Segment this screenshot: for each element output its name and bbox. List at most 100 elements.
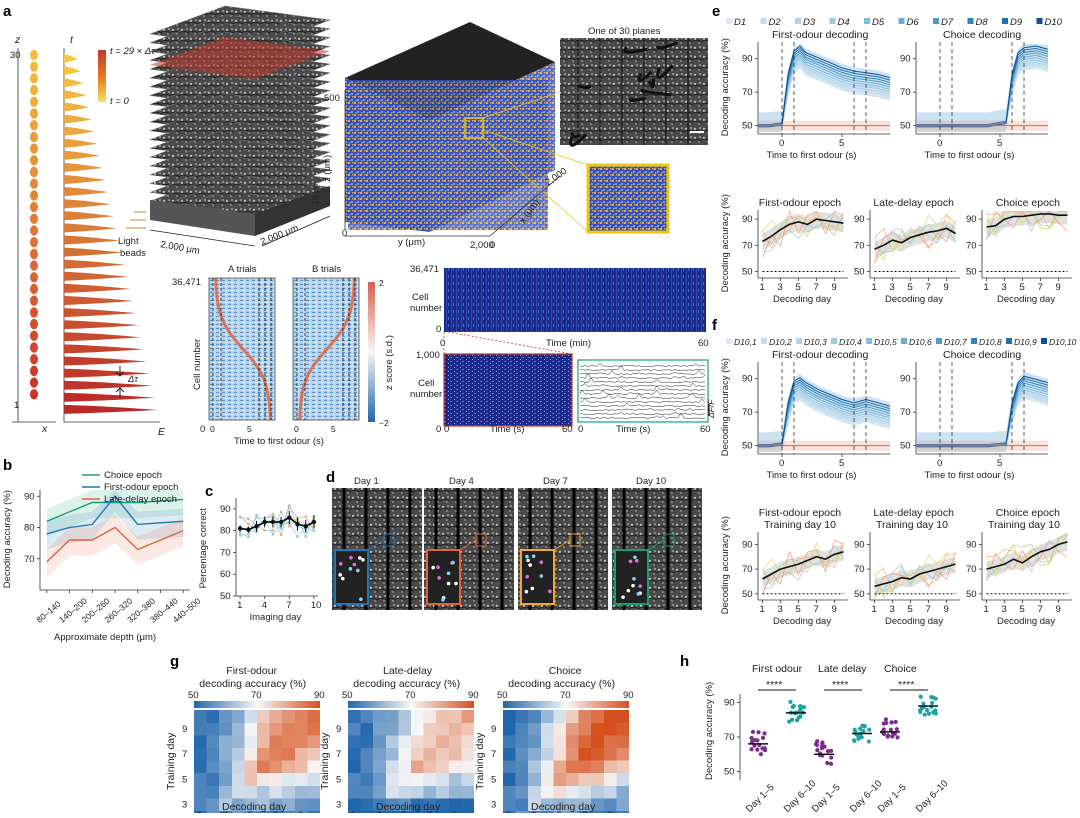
g-cell bbox=[294, 747, 308, 761]
trace bbox=[579, 363, 706, 367]
y-tick-label: 90 bbox=[220, 504, 231, 515]
y-tick-label: 90 bbox=[742, 374, 753, 385]
g-cell bbox=[503, 760, 516, 774]
g-cell bbox=[566, 760, 579, 774]
z-bottom-tick: 1 bbox=[14, 400, 19, 411]
cell-top-tick: 36,471 bbox=[172, 277, 201, 288]
x-tick-label: 1 bbox=[760, 282, 765, 293]
g-cell bbox=[566, 722, 579, 736]
t-min-label: t = 0 bbox=[110, 96, 129, 107]
c-animal-1 bbox=[239, 506, 315, 536]
g-cell bbox=[553, 735, 567, 748]
f-epoch-animal-2-2 bbox=[986, 534, 1068, 581]
e-epoch-animal-0-1 bbox=[762, 216, 844, 244]
bead bbox=[30, 108, 38, 119]
pulse bbox=[64, 138, 98, 148]
g-cell bbox=[540, 785, 554, 799]
d-zoom bbox=[426, 549, 461, 605]
e-epoch-animal-0-3 bbox=[762, 210, 844, 258]
e-first-day-10 bbox=[758, 45, 891, 128]
h-point bbox=[788, 699, 793, 704]
pulse bbox=[64, 247, 123, 257]
c-mean-point bbox=[295, 521, 300, 527]
bead bbox=[30, 131, 38, 143]
raster-top-xmin: 0 bbox=[440, 338, 445, 349]
y-tick-label: 50 bbox=[966, 589, 977, 600]
g-colorbar-2 bbox=[503, 701, 629, 708]
vol-z-label: z (μm) bbox=[322, 155, 333, 182]
b-series-2 bbox=[46, 526, 184, 563]
g-cell bbox=[603, 722, 617, 736]
x-axis-label: Imaging day bbox=[250, 612, 302, 623]
y-tick-label: 90 bbox=[966, 214, 977, 225]
h-point bbox=[760, 746, 765, 751]
g-cell bbox=[540, 798, 554, 811]
bead bbox=[30, 307, 38, 318]
x-tick-label: 1 bbox=[760, 604, 765, 615]
c-animal-point bbox=[279, 527, 283, 530]
pulse bbox=[64, 332, 142, 342]
g-cell bbox=[436, 735, 449, 748]
g-cell bbox=[616, 785, 630, 799]
traces-xmax: 60 bbox=[700, 424, 711, 435]
x-tick-label: 3 bbox=[890, 282, 895, 293]
a-trials-sweep bbox=[214, 277, 272, 421]
f-epoch-animal-0-0 bbox=[762, 541, 844, 587]
h-sig-2: **** bbox=[898, 679, 914, 691]
g-cbar-tick-1-1: 70 bbox=[405, 690, 416, 701]
panel-label-a: a bbox=[3, 3, 12, 20]
g-colorbar-0 bbox=[194, 701, 320, 708]
y-tick-label: 80 bbox=[220, 526, 231, 537]
vol-x-tick: 2,000 bbox=[543, 166, 569, 189]
h-sig-1: **** bbox=[832, 679, 848, 691]
pulse bbox=[64, 223, 117, 233]
raster-top-ylabel-2: number bbox=[410, 303, 442, 314]
g-cell bbox=[503, 722, 516, 736]
f-epoch-animal-2-1 bbox=[986, 532, 1068, 573]
e-legend-4: D5 bbox=[872, 17, 885, 28]
c-mean-point bbox=[287, 515, 292, 520]
f-legend-swatch-4 bbox=[866, 338, 872, 344]
g-cell bbox=[448, 760, 462, 774]
panel-c: 1 4 7 10 50 60 70 80 90 Imaging day Percentage cor… bbox=[198, 498, 321, 623]
g-cell bbox=[515, 773, 529, 786]
g-cell bbox=[231, 798, 245, 811]
g-title-2-a: Choice bbox=[549, 665, 582, 677]
g-cell bbox=[436, 722, 449, 736]
g-cell bbox=[423, 735, 437, 748]
panel-f: D10,1 D10,2 D10,3 D10,4 D10,5 D10,6 D10,7 D10,8… bbox=[720, 337, 1077, 627]
g-title-1-a: Late-delay bbox=[383, 665, 433, 677]
g-cell bbox=[503, 798, 516, 811]
h-point bbox=[857, 726, 863, 731]
d-cell bbox=[621, 595, 625, 599]
g-cell bbox=[616, 760, 630, 774]
d-cell bbox=[626, 588, 631, 593]
g-cell bbox=[360, 760, 374, 774]
h-point bbox=[867, 727, 872, 732]
b-legend-1: First-odour epoch bbox=[104, 482, 178, 493]
g-cell bbox=[294, 760, 308, 774]
d-cell bbox=[352, 562, 357, 567]
g-cell bbox=[566, 747, 579, 761]
e-epoch-title-2: Choice epoch bbox=[996, 197, 1060, 209]
x-axis-label: Time to first odour (s) bbox=[925, 150, 1015, 161]
e-legend-swatch-7 bbox=[967, 18, 974, 24]
g-cell bbox=[398, 760, 412, 774]
g-cell bbox=[307, 760, 321, 774]
y-tick-label: 50 bbox=[742, 121, 753, 132]
pulse bbox=[64, 78, 84, 88]
g-cell bbox=[528, 798, 541, 811]
c-animal-point bbox=[271, 512, 275, 516]
h-point bbox=[749, 735, 754, 741]
g-cell bbox=[503, 747, 516, 761]
pulse bbox=[64, 308, 136, 318]
f-epoch-animal-1-4 bbox=[874, 552, 956, 599]
stack-highlight bbox=[150, 37, 330, 79]
g-cell bbox=[461, 747, 475, 761]
x-tick-label: 1 bbox=[237, 600, 242, 611]
g-cell bbox=[206, 735, 220, 748]
y-tick-label: 50 bbox=[742, 266, 753, 277]
x-tick-label: 5 bbox=[839, 138, 844, 149]
e-legend-1: D2 bbox=[769, 17, 782, 28]
x-tick-label: 7 bbox=[1038, 604, 1043, 615]
